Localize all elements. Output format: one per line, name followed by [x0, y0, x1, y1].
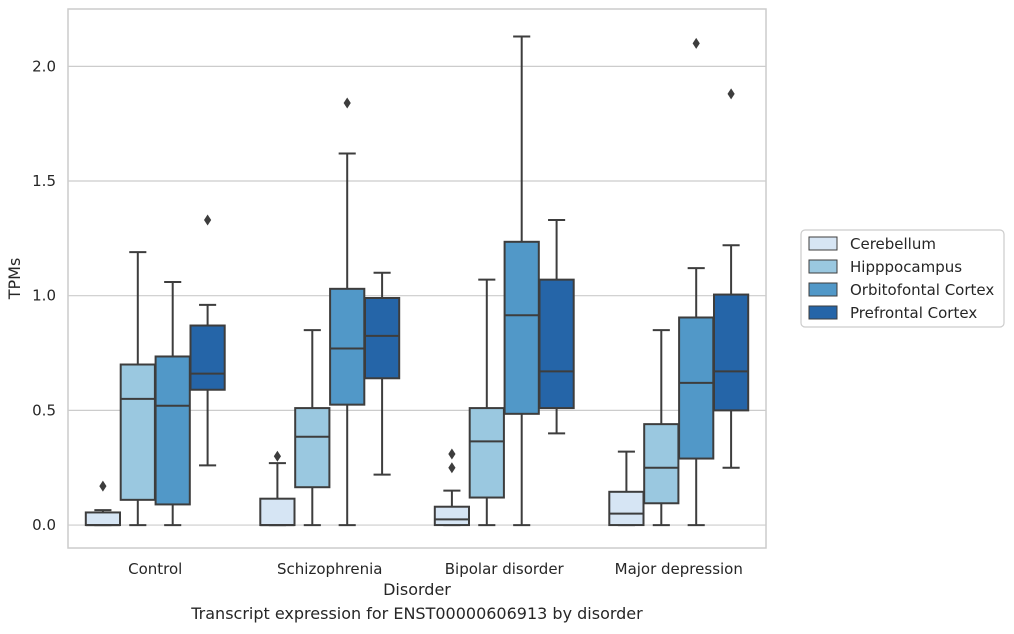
box-body	[712, 293, 750, 412]
y-tick-label: 0.0	[32, 516, 56, 534]
box-0-3	[608, 450, 645, 527]
y-tick-label: 1.5	[32, 172, 56, 190]
legend-swatch	[808, 236, 838, 251]
legend-swatch	[808, 282, 838, 297]
box-3-3	[712, 88, 750, 469]
box-1-1	[294, 329, 331, 527]
y-tick-label: 2.0	[32, 57, 56, 75]
box-3-0	[189, 214, 226, 467]
y-tick-label: 1.0	[32, 287, 56, 305]
legend-swatch	[808, 305, 838, 320]
box-2-2	[503, 35, 540, 527]
box-0-1	[259, 450, 296, 527]
plot-frame	[67, 8, 767, 549]
box-1-0	[119, 251, 156, 527]
outlier-marker	[448, 448, 456, 460]
box-0-0	[84, 480, 122, 527]
y-tick-label: 0.5	[32, 401, 56, 419]
box-3-1	[363, 271, 401, 476]
legend-label: Orbitofontal Cortex	[850, 281, 994, 299]
box-body	[678, 316, 715, 460]
x-axis-label: Disorder	[383, 580, 451, 599]
box-1-2	[468, 278, 505, 527]
outlier-marker	[343, 97, 351, 109]
legend-swatch	[808, 259, 838, 274]
x-tick-label: Schizophrenia	[277, 560, 382, 578]
box-body	[433, 505, 471, 527]
outlier-marker	[692, 37, 700, 49]
box-body	[363, 296, 401, 380]
outlier-marker	[448, 462, 456, 474]
y-tick-labels: 0.0 0.5 1.0 1.5 2.0	[32, 57, 56, 534]
figure-caption: Transcript expression for ENST0000060691…	[191, 604, 643, 623]
x-tick-label: Bipolar disorder	[445, 560, 565, 578]
legend-label: Cerebellum	[850, 235, 936, 253]
x-tick-labels: Control Schizophrenia Bipolar disorder Majo…	[128, 560, 743, 578]
legend-label: Hipppocampus	[850, 258, 962, 276]
box-body	[154, 355, 191, 506]
y-axis-label: TPMs	[5, 258, 24, 301]
legend-label: Prefrontal Cortex	[850, 304, 977, 322]
box-2-1	[329, 97, 366, 527]
box-body	[538, 278, 575, 410]
box-body	[608, 490, 645, 527]
box-body	[329, 287, 366, 406]
box-body	[503, 240, 540, 415]
outlier-marker	[727, 88, 735, 100]
box-plots	[84, 35, 750, 527]
x-tick-label: Major depression	[615, 560, 743, 578]
box-0-2	[433, 448, 471, 527]
box-body	[84, 511, 122, 527]
box-body	[189, 324, 226, 391]
box-body	[259, 497, 296, 527]
legend-frame	[800, 229, 1005, 328]
box-body	[643, 423, 680, 505]
x-tick-label: Control	[128, 560, 182, 578]
outlier-marker	[204, 214, 212, 226]
box-1-3	[643, 329, 680, 527]
legend: Cerebellum Hipppocampus Orbitofontal Corte…	[800, 229, 1005, 328]
outlier-marker	[99, 480, 107, 492]
box-3-2	[538, 219, 575, 435]
box-body	[119, 363, 156, 501]
outlier-marker	[273, 450, 281, 462]
box-2-0	[154, 280, 191, 527]
box-body	[294, 407, 331, 489]
box-body	[468, 407, 505, 499]
box-2-3	[678, 37, 715, 527]
